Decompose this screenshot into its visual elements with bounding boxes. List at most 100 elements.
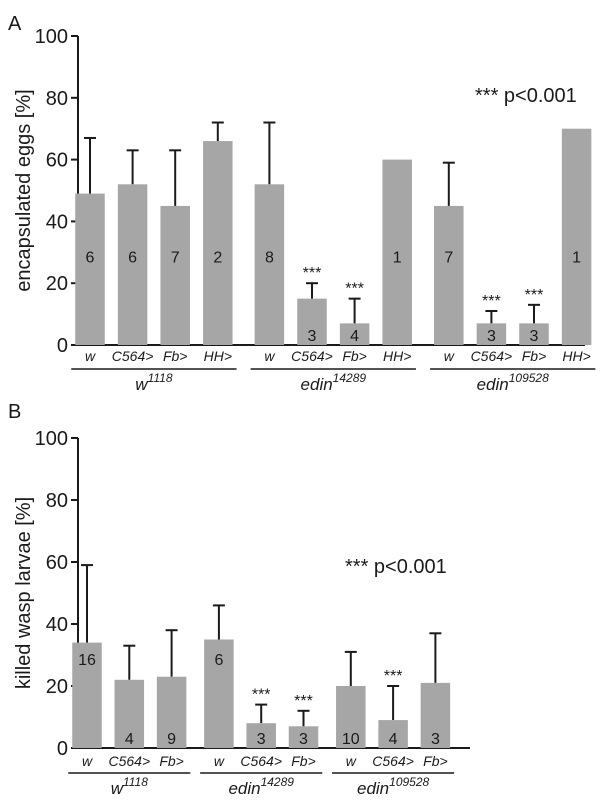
sample-size-label: 4 xyxy=(125,731,134,748)
panel-A: A 0 20 40 60 80 100 encapsulated eggs [%] 6 w 6 C56… xyxy=(8,13,596,394)
category-label: w xyxy=(264,348,275,364)
bar xyxy=(246,723,276,748)
group-label-base: edin xyxy=(228,779,260,798)
bar xyxy=(561,128,592,345)
y-tick-label: 0 xyxy=(57,335,68,357)
y-axis-label: killed wasp larvae [%] xyxy=(13,497,35,689)
sample-size-label: 2 xyxy=(213,249,222,266)
significance-marker: *** xyxy=(482,293,501,310)
category-label: Fb> xyxy=(342,348,367,364)
category-label: C564> xyxy=(372,753,414,769)
bar xyxy=(72,642,102,748)
group-label-superscript: 109528 xyxy=(509,371,549,385)
group-label-superscript: 14289 xyxy=(333,371,367,385)
sample-size-label: 8 xyxy=(265,249,274,266)
category-label: C564> xyxy=(112,348,154,364)
y-axis-label: encapsulated eggs [%] xyxy=(13,89,35,291)
group-label-superscript: 1118 xyxy=(148,371,173,385)
category-label: Fb> xyxy=(159,753,184,769)
significance-marker: *** xyxy=(525,287,544,304)
y-tick-label: 80 xyxy=(46,490,68,512)
sample-size-label: 9 xyxy=(167,731,176,748)
significance-annotation: *** p<0.001 xyxy=(475,85,577,107)
bar xyxy=(420,682,451,748)
category-label: C564> xyxy=(471,348,513,364)
sample-size-label: 16 xyxy=(78,652,96,669)
category-label: C564> xyxy=(240,753,282,769)
sample-size-label: 6 xyxy=(86,249,95,266)
category-label: HH> xyxy=(204,348,232,364)
sample-size-label: 3 xyxy=(299,731,308,748)
group-label-base: edin xyxy=(301,375,333,394)
bar xyxy=(254,184,285,345)
y-tick-label: 100 xyxy=(35,26,68,48)
sample-size-label: 6 xyxy=(128,249,137,266)
bar xyxy=(476,323,507,345)
group-label: edin14289 xyxy=(228,775,294,798)
y-tick-label: 40 xyxy=(46,614,68,636)
bar xyxy=(339,323,370,345)
sample-size-label: 1 xyxy=(393,249,402,266)
bar xyxy=(378,720,408,748)
group-label: edin109528 xyxy=(477,371,550,394)
sample-size-label: 3 xyxy=(308,328,317,345)
bar xyxy=(114,679,145,748)
significance-marker: *** xyxy=(303,265,322,282)
category-label: Fb> xyxy=(423,753,448,769)
bar xyxy=(156,676,187,748)
y-tick-label: 60 xyxy=(46,150,68,172)
category-label: HH> xyxy=(383,348,411,364)
group-label-base: edin xyxy=(357,779,389,798)
bar xyxy=(434,205,464,345)
sample-size-label: 4 xyxy=(389,731,398,748)
panel-B: B 0 20 40 60 80 100 killed wasp larvae [%] 16 w 4 C… xyxy=(8,401,470,798)
category-label: C564> xyxy=(291,348,333,364)
bar xyxy=(336,686,366,748)
group-label-superscript: 14289 xyxy=(261,775,295,789)
y-tick-label: 40 xyxy=(46,211,68,233)
y-tick-label: 60 xyxy=(46,552,68,574)
significance-annotation: *** p<0.001 xyxy=(345,556,447,578)
panel-label: B xyxy=(8,401,21,423)
y-tick-label: 20 xyxy=(46,273,68,295)
category-label: w xyxy=(82,753,93,769)
category-label: Fb> xyxy=(291,753,316,769)
bar xyxy=(204,639,234,748)
bar xyxy=(519,323,549,345)
category-label: w xyxy=(346,753,357,769)
bar xyxy=(75,193,105,345)
sample-size-label: 6 xyxy=(214,652,223,669)
bar xyxy=(297,298,327,345)
bar xyxy=(288,726,319,748)
group-label-base: w xyxy=(111,779,125,798)
y-tick-label: 0 xyxy=(57,738,68,760)
group-label: w1118 xyxy=(111,775,149,798)
group-label-superscript: 109528 xyxy=(389,775,429,789)
sample-size-label: 3 xyxy=(487,328,496,345)
group-label-base: edin xyxy=(477,375,509,394)
group-label: edin14289 xyxy=(301,371,367,394)
sample-size-label: 3 xyxy=(530,328,539,345)
sample-size-label: 3 xyxy=(431,731,440,748)
bar xyxy=(382,159,412,345)
y-tick-label: 100 xyxy=(35,428,68,450)
sample-size-label: 1 xyxy=(572,249,581,266)
group-label-base: w xyxy=(135,375,149,394)
sample-size-label: 7 xyxy=(444,249,453,266)
category-label: w xyxy=(85,348,96,364)
y-tick-label: 80 xyxy=(46,88,68,110)
bar xyxy=(117,184,148,345)
sample-size-label: 4 xyxy=(350,328,359,345)
significance-marker: *** xyxy=(294,693,313,710)
bar xyxy=(203,141,233,345)
bar xyxy=(160,205,190,345)
sample-size-label: 10 xyxy=(342,731,360,748)
sample-size-label: 3 xyxy=(257,731,266,748)
significance-marker: *** xyxy=(252,687,271,704)
panel-label: A xyxy=(8,13,22,35)
y-tick-label: 20 xyxy=(46,676,68,698)
sample-size-label: 7 xyxy=(171,249,180,266)
group-label-superscript: 1118 xyxy=(123,775,148,789)
significance-marker: *** xyxy=(384,668,403,685)
